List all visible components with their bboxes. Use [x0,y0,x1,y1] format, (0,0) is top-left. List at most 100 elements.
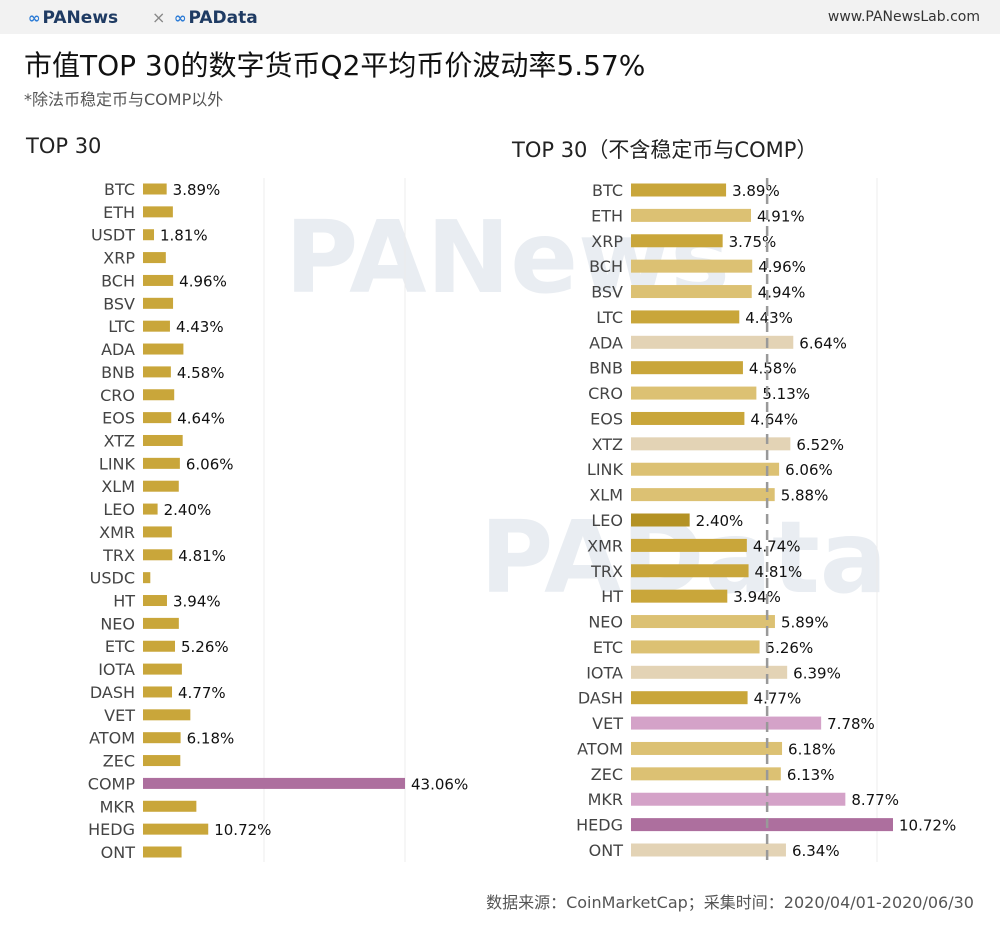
value-label: 5.89% [781,614,829,632]
category-label: BCH [101,271,135,290]
bar [631,335,794,349]
category-label: IOTA [586,663,623,682]
bar [143,480,179,492]
bar [143,686,173,698]
bar [631,615,775,629]
category-label: IOTA [98,660,135,679]
bar [143,206,173,218]
bar [143,595,167,607]
value-label: 4.43% [745,309,793,327]
category-label: BSV [591,283,623,302]
bar [631,361,743,375]
bar [143,183,167,195]
value-label: 2.40% [696,512,744,530]
bar [631,462,780,476]
bar [631,665,788,679]
category-label: BNB [589,359,623,378]
value-label: 6.18% [187,730,235,748]
bar [143,389,175,401]
category-label: VET [592,714,623,733]
category-label: XMR [587,536,623,555]
bar [143,617,179,629]
value-label: 4.94% [758,284,806,302]
category-label: EOS [590,409,623,428]
bar [143,640,176,652]
value-label: 1.81% [160,227,208,245]
value-label: 3.94% [173,593,221,611]
category-label: COMP [88,774,136,793]
category-label: HEDG [88,820,135,839]
category-label: LEO [103,500,135,519]
category-label: BCH [589,257,623,276]
bar [143,846,182,858]
bar [631,818,893,832]
category-label: HT [601,587,623,606]
logo-separator: × [152,8,166,27]
value-label: 2.40% [164,501,212,519]
value-label: 6.06% [186,455,234,473]
bar [143,503,158,515]
value-label: 6.13% [787,766,835,784]
category-label: ADA [101,340,135,359]
category-label: LTC [596,308,623,327]
category-label: DASH [578,689,623,708]
value-label: 5.13% [762,385,810,403]
category-label: ETC [105,637,135,656]
bar [631,386,757,400]
category-label: NEO [588,613,623,632]
value-label: 4.77% [178,684,226,702]
bar [631,716,822,730]
bar [631,310,740,324]
bar [631,234,723,248]
left-chart: BTC 3.89% ETH USDT 1.81% XRP BCH 4.96% BSV LTC 4.4… [88,180,468,862]
bar [143,412,172,424]
bar [631,741,783,755]
bar [631,285,752,299]
bar [143,434,183,446]
category-label: ZEC [591,765,623,784]
bar [631,411,745,425]
bar [631,640,760,654]
value-label: 4.58% [749,360,797,378]
category-label: ONT [589,841,624,860]
bar [143,526,172,538]
category-label: HEDG [576,816,623,835]
category-label: ETC [593,638,623,657]
bar [143,343,184,355]
bar [631,259,753,273]
category-label: VET [104,706,135,725]
category-label: LINK [587,460,624,479]
category-label: USDT [91,226,135,245]
bar [631,183,727,197]
bar [143,549,173,561]
category-label: LTC [108,317,135,336]
panews-logo: ∞ PANews [28,8,119,28]
bar [631,513,690,527]
category-label: CRO [100,386,135,405]
bar [143,366,171,378]
bar [631,767,781,781]
category-label: LEO [591,511,623,530]
value-label: 4.96% [758,258,806,276]
category-label: XMR [99,523,135,542]
site-url: www.PANewsLab.com [827,9,980,25]
bar [631,564,749,578]
value-label: 6.64% [799,334,847,352]
value-label: 4.96% [179,272,227,290]
bar [143,800,197,812]
value-label: 6.06% [785,461,833,479]
bar [143,229,155,241]
category-label: XTZ [592,435,623,454]
bar [631,589,728,603]
value-label: 3.94% [733,588,781,606]
category-label: TRX [590,562,623,581]
bar [143,777,405,789]
bar [143,755,181,767]
value-label: 4.81% [755,563,803,581]
value-label: 7.78% [827,715,875,733]
value-label: 4.58% [177,364,225,382]
grid-layer [263,178,878,862]
category-label: ETH [103,203,135,222]
bar [143,320,170,332]
